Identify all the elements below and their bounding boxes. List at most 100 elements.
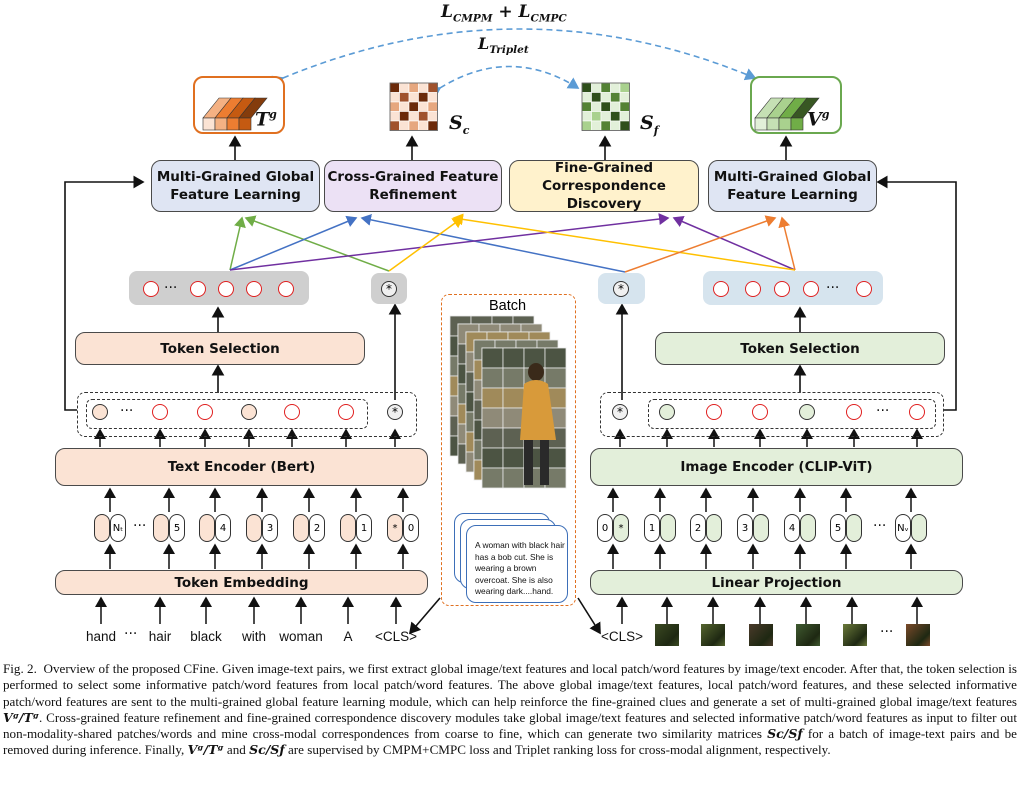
text-position-pill: 4 [215, 514, 231, 542]
text-local-token-row [86, 399, 368, 429]
caption-part-2: . Cross-grained feature refinement and f… [3, 709, 1017, 742]
matrix-cell [610, 92, 621, 103]
batch-label: Batch [489, 298, 527, 314]
loss-arc-cmpm-cmpc [271, 28, 757, 88]
diagram-connectors [64, 28, 957, 635]
text-global-feature-cube [193, 76, 285, 134]
multi-grained-global-feature-learning-text: Multi-Grained Global Feature Learning [151, 160, 320, 212]
text-input-word: hair [148, 629, 172, 644]
cross-grained-feature-refinement: Cross-Grained Feature Refinement [324, 160, 502, 212]
figure-caption: Fig. 2. Overview of the proposed CFine. … [3, 661, 1017, 759]
matrix-cell [389, 92, 400, 103]
text-position-pill: 1 [356, 514, 372, 542]
fine-grained-correspondence-discovery: Fine-Grained Correspondence Discovery [509, 160, 699, 212]
matrix-cell [389, 101, 400, 112]
matrix-cell [399, 111, 410, 122]
matrix-cell [591, 111, 602, 122]
matrix-cell [427, 111, 438, 122]
linear-projection: Linear Projection [590, 570, 963, 595]
matrix-cell [389, 82, 400, 93]
batch-container [441, 294, 576, 606]
matrix-cell [591, 82, 602, 93]
matrix-cell [408, 111, 419, 122]
selected-text-token [190, 281, 206, 297]
text-embedding-pill [153, 514, 169, 542]
sim-fine-label: Sf [640, 112, 659, 137]
cfine-architecture-diagram: LCMPM + LCMPC LTriplet Tg Sc Sf Vg Multi… [55, 2, 963, 646]
matrix-cell [619, 82, 630, 93]
selected-text-token [218, 281, 234, 297]
matrix-cell [581, 101, 592, 112]
image-position-pill: 3 [737, 514, 753, 542]
similarity-matrix-coarse [389, 82, 438, 131]
text-position-pill: 2 [309, 514, 325, 542]
image-cls-token: <CLS> [600, 629, 644, 644]
text-embedding-pill [293, 514, 309, 542]
image-patch-thumbnail [655, 624, 679, 646]
image-patch-thumbnail [796, 624, 820, 646]
text-input-word: A [343, 629, 353, 644]
image-local-token [846, 404, 862, 420]
image-cls-token [612, 404, 628, 420]
text-position-pill: Nₜ [110, 514, 126, 542]
matrix-cell [581, 120, 592, 131]
caption-part-1: Overview of the proposed CFine. Given im… [3, 661, 1017, 709]
matrix-cell [619, 92, 630, 103]
caption-math-s-1: Sᴄ/Sƒ [767, 726, 803, 742]
selected-image-token [713, 281, 729, 297]
image-position-pill: 5 [830, 514, 846, 542]
caption-part-3: for a batch of image-text pairs and be r… [3, 726, 1017, 758]
image-cls-star: * [618, 282, 624, 296]
text-cls-token [387, 404, 403, 420]
matrix-cell [408, 82, 419, 93]
matrix-cell [619, 111, 630, 122]
text-input-word: ··· [124, 626, 138, 642]
text-cls-token-word: <CLS> [374, 629, 418, 644]
text-position-pill: 3 [262, 514, 278, 542]
loss-cmpm-cmpc-label: LCMPM + LCMPC [441, 2, 567, 25]
image-local-token-row [648, 399, 936, 429]
similarity-matrix-fine [581, 82, 630, 131]
matrix-cell [427, 120, 438, 131]
matrix-cell [610, 120, 621, 131]
matrix-cell [399, 101, 410, 112]
image-encoder-clip-vit: Image Encoder (CLIP-ViT) [590, 448, 963, 486]
caption-math-vt-1: Vᵍ/Tᵍ [3, 709, 40, 725]
text-cls-feature-token [381, 281, 397, 297]
image-global-feature-label: Vg [807, 108, 830, 131]
matrix-cell [591, 120, 602, 131]
caption-part-4: and [226, 742, 246, 758]
image-position-pill: 2 [690, 514, 706, 542]
caption-part-5: are supervised by CMPM+CMPC loss and Tri… [287, 742, 831, 758]
image-patch-thumbnail [906, 624, 930, 646]
caption-card-text: A woman with black hair has a bob cut. S… [475, 540, 565, 596]
loss-arc-triplet [428, 65, 580, 99]
matrix-cell [600, 82, 611, 93]
text-cls-star: * [392, 405, 398, 419]
figure-label: Fig. 2. [3, 661, 37, 676]
image-embedding-pill [660, 514, 676, 542]
matrix-cell [427, 101, 438, 112]
matrix-cell [581, 92, 592, 103]
matrix-cell [581, 82, 592, 93]
image-patch-thumbnail [843, 624, 867, 646]
matrix-cell [408, 120, 419, 131]
text-cls-star: * [386, 282, 392, 296]
image-embedding-pill [706, 514, 722, 542]
matrix-cell [600, 120, 611, 131]
matrix-cell [591, 101, 602, 112]
matrix-cell [610, 111, 621, 122]
matrix-cell [591, 92, 602, 103]
matrix-cell [427, 92, 438, 103]
matrix-cell [408, 101, 419, 112]
selected-image-token [856, 281, 872, 297]
matrix-cell [418, 92, 429, 103]
batch-person-figure [520, 363, 556, 485]
text-local-token [284, 404, 300, 420]
text-embedding-pill [246, 514, 262, 542]
text-global-feature-label: Tg [255, 108, 277, 131]
image-local-token [909, 404, 925, 420]
matrix-cell [408, 92, 419, 103]
matrix-cell [619, 120, 630, 131]
text-local-token [338, 404, 354, 420]
